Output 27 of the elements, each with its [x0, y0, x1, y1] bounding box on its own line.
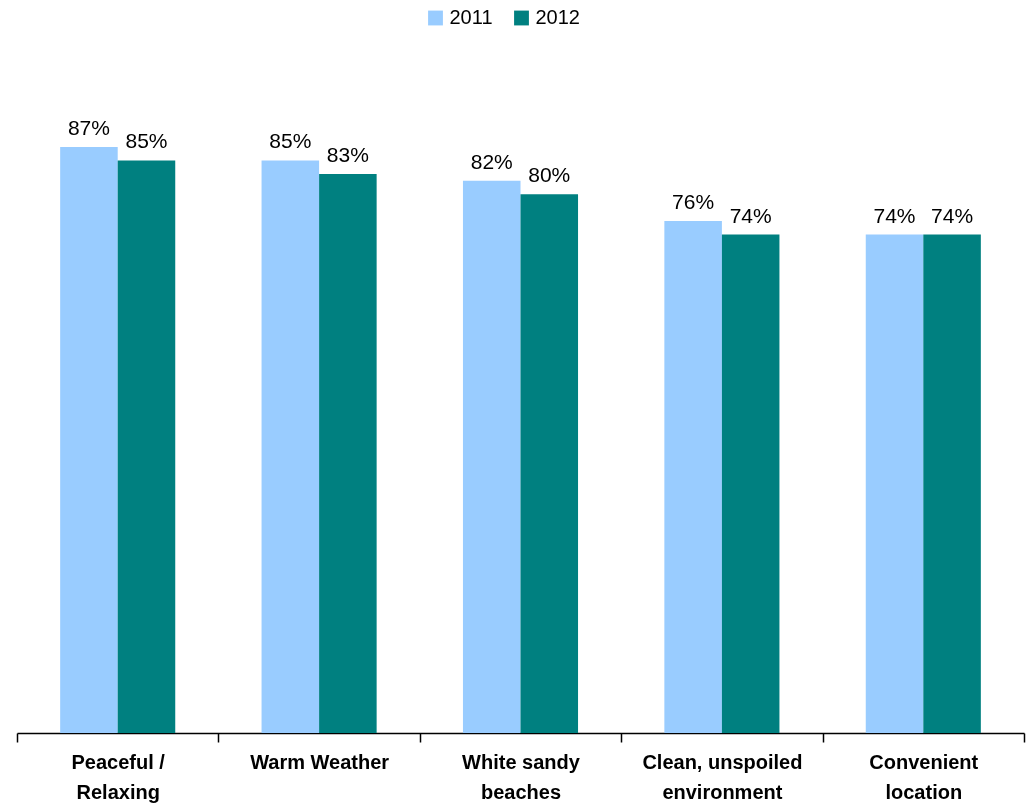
data-label: 85%: [269, 129, 312, 153]
bar: [664, 221, 722, 733]
data-label: 74%: [729, 203, 772, 227]
x-tick-label: Warm Weather: [250, 750, 390, 773]
bar: [520, 194, 579, 733]
bar: [117, 160, 176, 733]
data-label: 83%: [326, 142, 369, 166]
bar: [60, 147, 118, 733]
data-label: 82%: [470, 149, 513, 173]
data-label: 74%: [931, 203, 974, 227]
bar: [319, 173, 377, 733]
data-label: 87%: [67, 116, 110, 139]
bar: [923, 234, 981, 733]
bar: [261, 160, 320, 733]
legend-label: 2012: [535, 6, 580, 28]
data-label: 85%: [125, 129, 168, 153]
legend-label: 2011: [449, 6, 493, 28]
x-tick-label: Peaceful / Relaxing: [71, 750, 166, 803]
data-label: 80%: [528, 163, 571, 187]
x-tick-label: White sandy beaches: [462, 750, 581, 803]
x-tick-label: Convenient location: [869, 750, 979, 803]
bar: [462, 180, 521, 733]
data-label: 76%: [672, 190, 715, 214]
x-tick-label: Clean, unspoiled environment: [642, 750, 803, 803]
bar: [721, 234, 780, 733]
data-label: 74%: [873, 203, 916, 227]
bar: [865, 234, 924, 733]
